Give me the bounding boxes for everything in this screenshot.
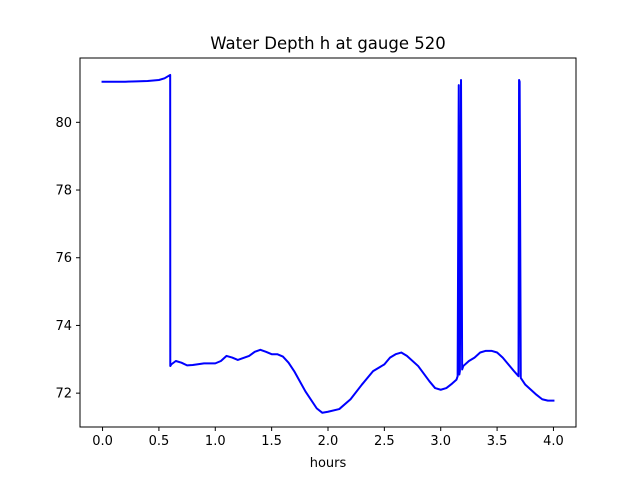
- x-axis-label: hours: [310, 456, 347, 471]
- y-tick-label: 80: [55, 116, 72, 131]
- y-tick-label: 74: [55, 319, 72, 334]
- x-tick-label: 0.5: [149, 434, 170, 449]
- y-tick-label: 78: [55, 184, 72, 199]
- axes-background: [80, 58, 576, 427]
- y-axis-ticks: 72 74 76 78 80: [55, 116, 80, 402]
- x-tick-label: 4.0: [543, 434, 564, 449]
- x-tick-label: 1.0: [205, 434, 226, 449]
- x-tick-label: 3.0: [430, 434, 451, 449]
- y-tick-label: 72: [55, 387, 72, 402]
- chart-title: Water Depth h at gauge 520: [210, 34, 445, 53]
- x-tick-label: 2.0: [318, 434, 339, 449]
- y-tick-label: 76: [55, 251, 72, 266]
- axes-frame: [79, 57, 577, 428]
- x-axis-ticks: 0.0 0.5 1.0 1.5 2.0 2.5 3.0 3.5 4.0: [92, 427, 564, 449]
- plot-area: [101, 73, 555, 414]
- x-tick-label: 1.5: [261, 434, 282, 449]
- series-line-0: [101, 73, 555, 414]
- x-tick-label: 0.0: [92, 434, 113, 449]
- x-tick-label: 2.5: [374, 434, 395, 449]
- x-tick-label: 3.5: [487, 434, 508, 449]
